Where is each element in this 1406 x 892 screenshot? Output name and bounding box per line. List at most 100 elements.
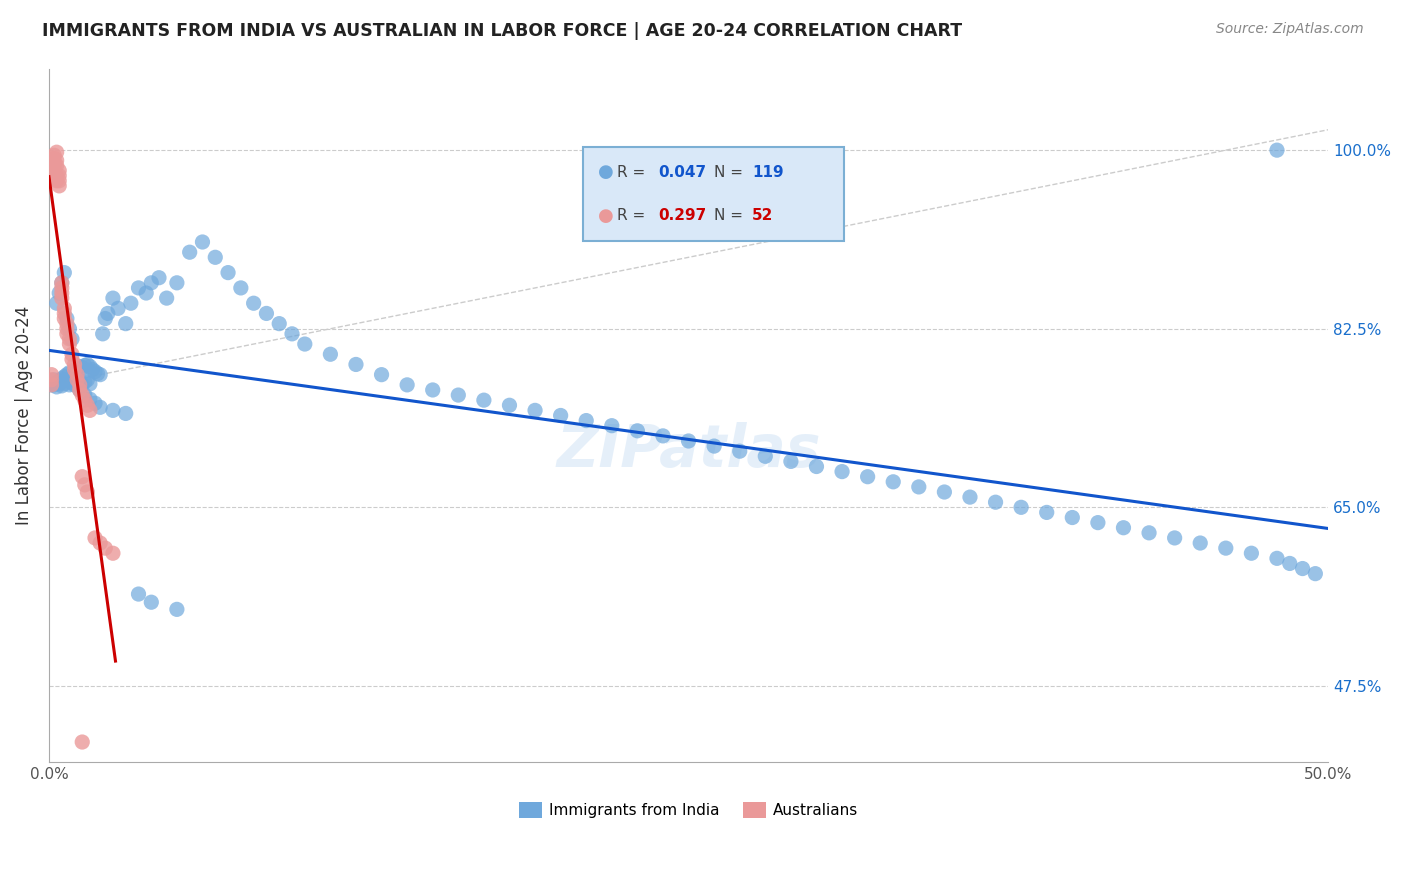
- Point: [69, 383, 91, 397]
- Point: [42, 161, 65, 176]
- Point: [856, 469, 879, 483]
- Text: 52: 52: [752, 208, 773, 223]
- Point: [141, 276, 163, 290]
- Point: [229, 281, 252, 295]
- Point: [396, 377, 419, 392]
- Point: [45, 169, 67, 183]
- Point: [56, 317, 79, 331]
- Point: [524, 403, 547, 417]
- Point: [269, 317, 291, 331]
- Point: [1035, 505, 1057, 519]
- Point: [94, 311, 117, 326]
- Point: [191, 235, 214, 249]
- Point: [79, 392, 101, 406]
- Point: [60, 369, 83, 384]
- Point: [58, 377, 80, 392]
- Legend: Immigrants from India, Australians: Immigrants from India, Australians: [513, 796, 865, 824]
- Point: [73, 359, 96, 373]
- Point: [806, 459, 828, 474]
- Point: [69, 374, 91, 388]
- Point: [114, 317, 136, 331]
- Point: [498, 398, 520, 412]
- Point: [82, 362, 104, 376]
- Point: [60, 376, 83, 390]
- Point: [1265, 551, 1288, 566]
- Text: Source: ZipAtlas.com: Source: ZipAtlas.com: [1216, 22, 1364, 37]
- Point: [51, 291, 73, 305]
- Point: [53, 301, 76, 316]
- Point: [1305, 566, 1327, 581]
- Point: [56, 311, 79, 326]
- Point: [66, 368, 89, 382]
- Point: [45, 174, 67, 188]
- Point: [63, 358, 86, 372]
- Point: [70, 377, 93, 392]
- Point: [550, 409, 572, 423]
- Point: [41, 377, 63, 392]
- Point: [101, 403, 124, 417]
- Point: [1240, 546, 1263, 560]
- Point: [76, 398, 98, 412]
- Point: [66, 375, 89, 389]
- Text: 0.297: 0.297: [658, 208, 706, 223]
- Point: [56, 326, 79, 341]
- Point: [1010, 500, 1032, 515]
- Point: [48, 376, 70, 391]
- Point: [600, 418, 623, 433]
- Point: [1062, 510, 1084, 524]
- Point: [959, 490, 981, 504]
- Point: [63, 362, 86, 376]
- Point: [575, 414, 598, 428]
- Point: [1137, 525, 1160, 540]
- Point: [1112, 521, 1135, 535]
- Point: [69, 377, 91, 392]
- Point: [58, 322, 80, 336]
- Point: [48, 163, 70, 178]
- Point: [79, 403, 101, 417]
- Point: [1265, 143, 1288, 157]
- Point: [70, 388, 93, 402]
- Text: ●: ●: [598, 163, 613, 181]
- Point: [41, 368, 63, 382]
- Point: [472, 393, 495, 408]
- Point: [42, 155, 65, 169]
- Point: [101, 546, 124, 560]
- Point: [370, 368, 392, 382]
- Point: [63, 363, 86, 377]
- Point: [135, 285, 157, 300]
- Point: [53, 306, 76, 320]
- Point: [84, 531, 107, 545]
- Point: [166, 276, 188, 290]
- Point: [907, 480, 929, 494]
- Point: [728, 444, 751, 458]
- Point: [217, 266, 239, 280]
- Point: [84, 365, 107, 379]
- Point: [48, 169, 70, 183]
- Point: [48, 178, 70, 193]
- Y-axis label: In Labor Force | Age 20-24: In Labor Force | Age 20-24: [15, 306, 32, 525]
- Point: [254, 306, 277, 320]
- Point: [1278, 557, 1301, 571]
- Point: [148, 270, 170, 285]
- Point: [51, 379, 73, 393]
- Text: 119: 119: [752, 165, 783, 180]
- Point: [120, 296, 142, 310]
- Point: [53, 311, 76, 326]
- Point: [114, 406, 136, 420]
- Point: [84, 396, 107, 410]
- Point: [45, 158, 67, 172]
- Point: [882, 475, 904, 489]
- Text: R =: R =: [617, 208, 651, 223]
- Point: [69, 359, 91, 374]
- Text: ●: ●: [598, 207, 613, 225]
- Point: [1189, 536, 1212, 550]
- Point: [73, 393, 96, 408]
- Point: [69, 383, 91, 397]
- Point: [73, 388, 96, 402]
- Point: [48, 285, 70, 300]
- Point: [780, 454, 803, 468]
- Point: [60, 352, 83, 367]
- Point: [42, 148, 65, 162]
- Point: [58, 332, 80, 346]
- Point: [66, 361, 89, 376]
